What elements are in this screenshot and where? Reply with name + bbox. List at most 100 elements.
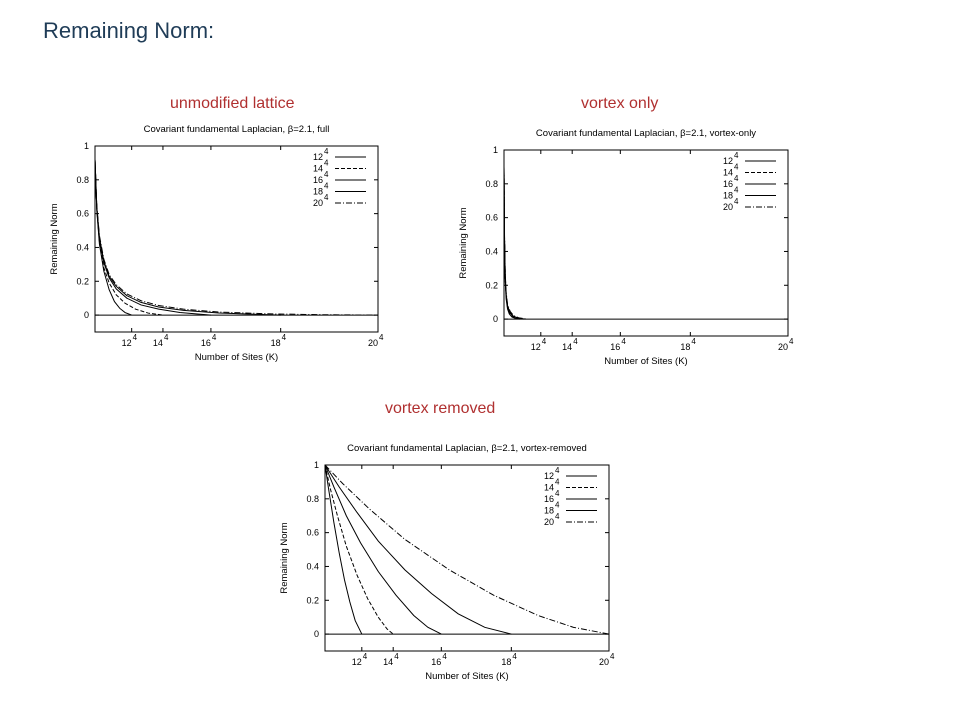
x-tick-exponent: 4 [212, 333, 217, 342]
x-tick-label: 20 [599, 657, 609, 667]
y-axis-label: Remaining Norm [458, 207, 469, 278]
legend-label-exponent: 4 [555, 478, 560, 487]
x-tick-label: 16 [431, 657, 441, 667]
x-tick-label: 12 [122, 338, 132, 348]
series-line-18 [324, 464, 512, 635]
legend-label: 20 [544, 517, 554, 527]
x-tick-exponent: 4 [573, 337, 578, 346]
legend-label-exponent: 4 [555, 501, 560, 510]
y-tick-label: 0.4 [306, 561, 319, 571]
legend-label: 18 [313, 187, 323, 197]
x-tick-label: 14 [153, 338, 163, 348]
panel-label-vortex-only: vortex only [581, 95, 659, 112]
series-line-12 [324, 464, 363, 635]
y-tick-label: 0.8 [76, 175, 89, 185]
x-tick-label: 16 [201, 338, 211, 348]
legend-label-exponent: 4 [734, 197, 739, 206]
series-line-14 [324, 464, 394, 635]
legend-label-exponent: 4 [734, 174, 739, 183]
x-axis-label: Number of Sites (K) [195, 352, 278, 363]
y-tick-label: 0 [493, 314, 498, 324]
y-tick-label: 0.6 [306, 528, 319, 538]
y-tick-label: 0 [84, 310, 89, 320]
legend-label: 16 [313, 175, 323, 185]
x-tick-label: 20 [778, 342, 788, 352]
series-line-20 [94, 159, 379, 316]
y-tick-label: 0.4 [485, 246, 498, 256]
legend-label: 14 [544, 483, 554, 493]
x-tick-label: 12 [352, 657, 362, 667]
y-tick-label: 0.8 [306, 494, 319, 504]
x-tick-exponent: 4 [363, 652, 368, 661]
legend-label-exponent: 4 [324, 159, 329, 168]
legend-label-exponent: 4 [734, 151, 739, 160]
y-tick-label: 0 [314, 629, 319, 639]
slide-title: Remaining Norm: [43, 18, 215, 43]
series-line-20 [324, 464, 610, 635]
series-line-20 [503, 166, 528, 320]
y-tick-label: 0.2 [306, 595, 319, 605]
chart-title: Covariant fundamental Laplacian, β=2.1, … [536, 128, 756, 139]
x-tick-exponent: 4 [282, 333, 287, 342]
x-tick-exponent: 4 [542, 337, 547, 346]
legend-label-exponent: 4 [324, 147, 329, 156]
x-axis-label: Number of Sites (K) [604, 356, 687, 367]
legend-label: 20 [723, 202, 733, 212]
x-tick-label: 16 [610, 342, 620, 352]
y-tick-label: 0.8 [485, 179, 498, 189]
x-tick-exponent: 4 [442, 652, 447, 661]
legend-label-exponent: 4 [555, 466, 560, 475]
series-line-16 [324, 464, 442, 635]
panel-label-vortex-removed: vortex removed [385, 400, 496, 417]
chart-title: Covariant fundamental Laplacian, β=2.1, … [347, 443, 587, 454]
legend-label-exponent: 4 [555, 512, 560, 521]
legend-label-exponent: 4 [555, 489, 560, 498]
x-tick-exponent: 4 [789, 337, 794, 346]
legend-label-exponent: 4 [734, 163, 739, 172]
x-tick-exponent: 4 [621, 337, 626, 346]
x-tick-label: 20 [368, 338, 378, 348]
x-tick-exponent: 4 [379, 333, 384, 342]
x-tick-exponent: 4 [512, 652, 517, 661]
legend-label: 18 [544, 506, 554, 516]
x-tick-exponent: 4 [610, 652, 615, 661]
y-tick-label: 1 [84, 141, 89, 151]
x-tick-exponent: 4 [133, 333, 138, 342]
plot-frame [503, 149, 789, 337]
legend-label-exponent: 4 [734, 186, 739, 195]
y-axis-label: Remaining Norm [49, 203, 60, 274]
x-tick-label: 18 [501, 657, 511, 667]
legend-label: 20 [313, 198, 323, 208]
legend-label: 14 [723, 168, 733, 178]
x-tick-exponent: 4 [394, 652, 399, 661]
legend-label: 16 [544, 494, 554, 504]
legend-label: 12 [723, 156, 733, 166]
chart-title: Covariant fundamental Laplacian, β=2.1, … [144, 124, 330, 135]
y-tick-label: 0.2 [485, 280, 498, 290]
y-tick-label: 1 [493, 145, 498, 155]
legend-label: 12 [313, 152, 323, 162]
x-tick-exponent: 4 [164, 333, 169, 342]
x-tick-label: 18 [271, 338, 281, 348]
series-line-18 [94, 159, 281, 316]
x-tick-label: 18 [680, 342, 690, 352]
legend-label: 16 [723, 179, 733, 189]
panel-label-unmodified: unmodified lattice [170, 95, 295, 112]
legend-label-exponent: 4 [324, 170, 329, 179]
plot-frame [94, 145, 379, 333]
x-tick-label: 12 [531, 342, 541, 352]
x-tick-label: 14 [562, 342, 572, 352]
legend-label: 12 [544, 471, 554, 481]
y-tick-label: 0.2 [76, 276, 89, 286]
y-tick-label: 0.6 [76, 209, 89, 219]
legend-label: 14 [313, 164, 323, 174]
x-tick-label: 14 [383, 657, 393, 667]
x-axis-label: Number of Sites (K) [425, 671, 508, 682]
x-tick-exponent: 4 [691, 337, 696, 346]
y-axis-label: Remaining Norm [279, 522, 290, 593]
legend-label-exponent: 4 [324, 182, 329, 191]
plot-frame [324, 464, 610, 652]
